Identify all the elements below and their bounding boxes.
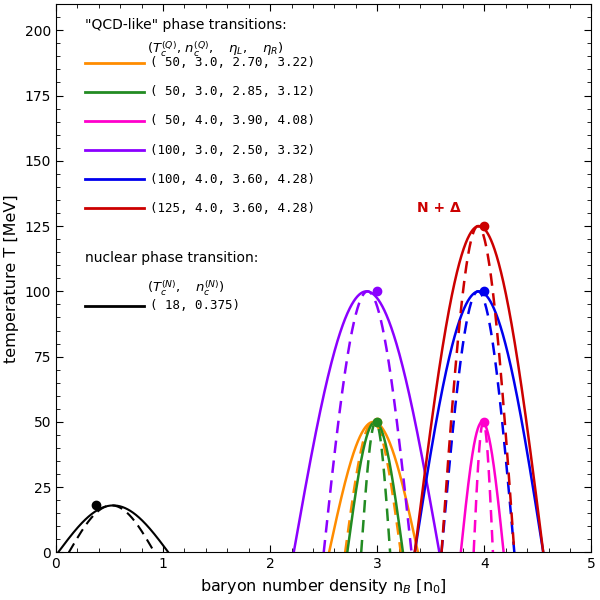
Text: ( 50, 4.0, 3.90, 4.08): ( 50, 4.0, 3.90, 4.08) bbox=[149, 115, 314, 127]
Text: nuclear phase transition:: nuclear phase transition: bbox=[85, 251, 259, 265]
Y-axis label: temperature T [MeV]: temperature T [MeV] bbox=[4, 194, 19, 362]
Text: ( 18, 0.375): ( 18, 0.375) bbox=[149, 299, 239, 312]
Text: $(T_c^{(Q)},\, n_c^{(Q)},\quad \eta_L,\quad \eta_R)$: $(T_c^{(Q)},\, n_c^{(Q)},\quad \eta_L,\q… bbox=[147, 40, 283, 59]
Text: $(T_c^{(N)},\quad n_c^{(N)})$: $(T_c^{(N)},\quad n_c^{(N)})$ bbox=[147, 278, 225, 298]
Text: "QCD-like" phase transitions:: "QCD-like" phase transitions: bbox=[85, 18, 287, 32]
Text: ( 50, 3.0, 2.85, 3.12): ( 50, 3.0, 2.85, 3.12) bbox=[149, 85, 314, 98]
Text: N + Δ: N + Δ bbox=[418, 201, 461, 215]
Text: (100, 3.0, 2.50, 3.32): (100, 3.0, 2.50, 3.32) bbox=[149, 143, 314, 157]
X-axis label: baryon number density n$_B$ [n$_0$]: baryon number density n$_B$ [n$_0$] bbox=[200, 577, 447, 596]
Text: (125, 4.0, 3.60, 4.28): (125, 4.0, 3.60, 4.28) bbox=[149, 202, 314, 215]
Text: ( 50, 3.0, 2.70, 3.22): ( 50, 3.0, 2.70, 3.22) bbox=[149, 56, 314, 70]
Text: (100, 4.0, 3.60, 4.28): (100, 4.0, 3.60, 4.28) bbox=[149, 173, 314, 185]
